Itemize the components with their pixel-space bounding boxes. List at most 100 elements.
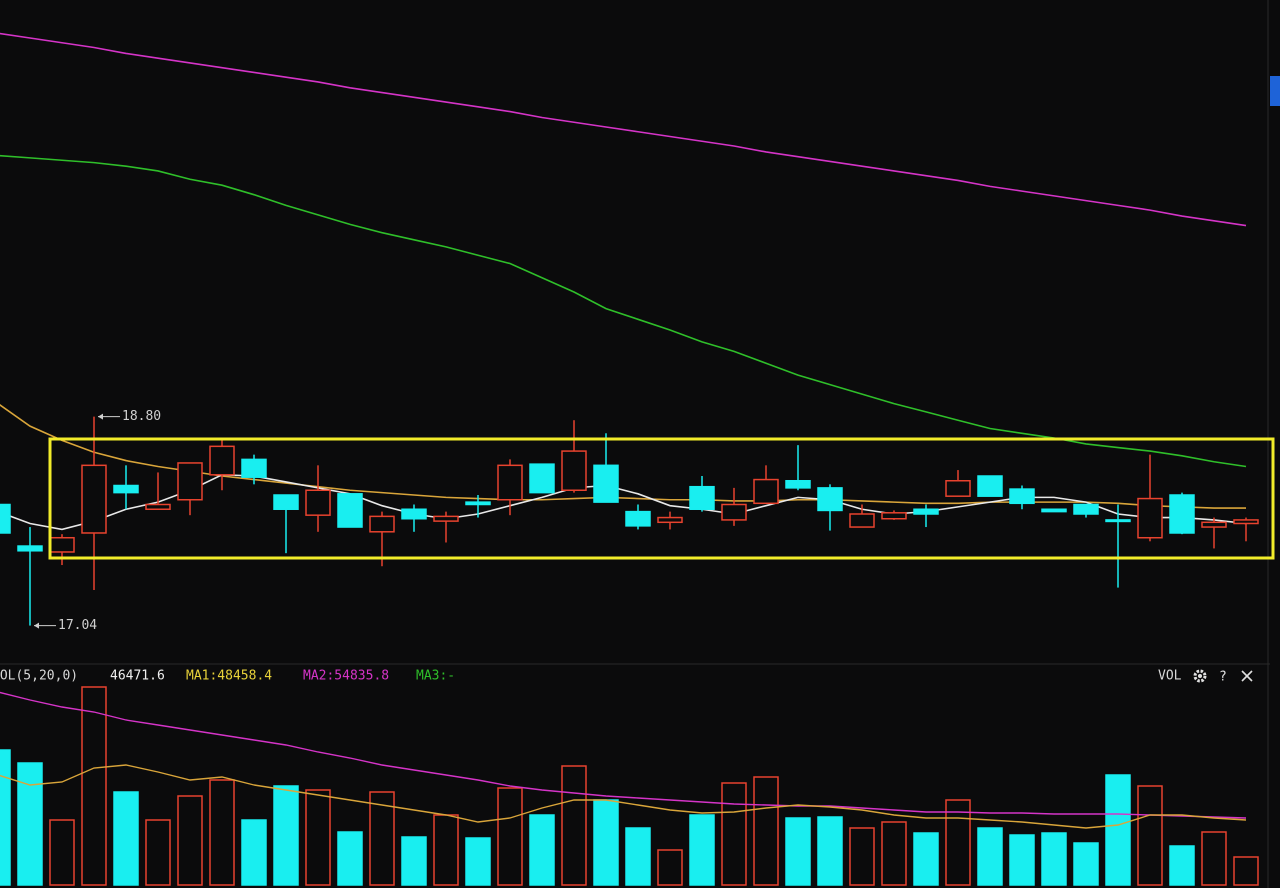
volume-bar xyxy=(369,791,395,886)
volume-bar xyxy=(753,776,779,886)
volume-bar xyxy=(657,849,683,886)
candle-body xyxy=(401,508,427,520)
volume-bar xyxy=(145,819,171,886)
candle-body xyxy=(1105,519,1131,523)
candle-body xyxy=(881,512,907,520)
candle-body xyxy=(305,489,331,516)
volume-bar xyxy=(785,817,811,886)
moving-average xyxy=(0,474,1247,531)
volume-bar xyxy=(177,795,203,886)
legend-ma2: MA2:54835.8 xyxy=(303,669,389,684)
candle-body xyxy=(209,445,235,476)
candle-body xyxy=(785,480,811,489)
candle-body xyxy=(0,503,11,534)
volume-bar xyxy=(17,762,43,886)
candle-body xyxy=(625,510,651,527)
candle-body xyxy=(561,450,587,492)
price-panel: 18.80 17.04 xyxy=(0,32,1259,633)
volume-bar xyxy=(0,749,11,886)
volume-bar xyxy=(913,832,939,886)
candle-body xyxy=(977,475,1003,497)
candle-body xyxy=(1073,503,1099,515)
candle-body xyxy=(241,458,267,478)
volume-bar xyxy=(273,785,299,886)
volume-bar xyxy=(849,827,875,886)
candle-body xyxy=(273,494,299,510)
candle-body xyxy=(1233,519,1259,525)
close-icon[interactable] xyxy=(1241,670,1253,682)
candle-body xyxy=(721,503,747,521)
candle-body xyxy=(689,485,715,510)
volume-bar xyxy=(593,799,619,886)
volume-average xyxy=(0,764,1247,829)
volume-bar xyxy=(1201,831,1227,886)
volume-bar xyxy=(241,819,267,886)
candle-body xyxy=(945,480,971,497)
candle-body xyxy=(753,478,779,505)
candle-body xyxy=(1009,488,1035,505)
volume-bar xyxy=(401,836,427,886)
volume-bar xyxy=(113,791,139,886)
toolbar-vol[interactable]: VOL xyxy=(1158,669,1182,684)
moving-average xyxy=(0,404,1246,509)
candle-body xyxy=(49,536,75,553)
settings-icon[interactable] xyxy=(1193,669,1207,683)
candle-body xyxy=(177,462,203,501)
candle-body xyxy=(1041,508,1067,513)
range-box xyxy=(48,437,1275,560)
volume-bar xyxy=(689,814,715,886)
candle-body xyxy=(817,487,843,512)
moving-average xyxy=(0,32,1247,227)
legend-ma3: MA3:- xyxy=(416,669,455,684)
candle-body xyxy=(17,545,43,552)
candle-body xyxy=(433,515,459,522)
volume-legend: VOL(5,20,0) 46471.6 MA1:48458.4 MA2:5483… xyxy=(0,669,1253,685)
annotation-arrowhead xyxy=(34,622,39,629)
volume-bar xyxy=(1233,856,1259,886)
volume-current: 46471.6 xyxy=(110,669,165,684)
volume-bar xyxy=(1009,834,1035,886)
candle-body xyxy=(657,516,683,524)
volume-bar xyxy=(497,787,523,886)
annotation-label: 18.80 xyxy=(122,409,161,424)
candle-body xyxy=(1169,494,1195,534)
help-icon[interactable]: ? xyxy=(1219,670,1227,685)
candle-body xyxy=(497,464,523,501)
volume-bar xyxy=(433,814,459,886)
annotation-arrowhead xyxy=(98,413,103,420)
volume-bar xyxy=(817,816,843,886)
moving-average xyxy=(0,154,1247,468)
volume-bar xyxy=(721,782,747,886)
volume-bar xyxy=(1137,785,1163,886)
volume-bar xyxy=(465,837,491,886)
candle-body xyxy=(337,493,363,528)
volume-bar xyxy=(561,765,587,886)
price-marker xyxy=(1270,76,1280,106)
volume-bar xyxy=(1105,774,1131,886)
volume-bar xyxy=(209,779,235,886)
volume-bar xyxy=(1041,832,1067,886)
volume-bar xyxy=(81,686,107,886)
legend-ma1: MA1:48458.4 xyxy=(186,669,272,684)
candle-body xyxy=(593,464,619,503)
candle-body xyxy=(465,501,491,506)
volume-bar xyxy=(1073,842,1099,886)
candle-body xyxy=(369,515,395,533)
annotation-label: 17.04 xyxy=(58,618,97,633)
candle-body xyxy=(113,484,139,494)
volume-average xyxy=(0,691,1247,819)
candle-body xyxy=(913,508,939,515)
volume-bar xyxy=(945,799,971,886)
volume-bar xyxy=(49,819,75,886)
candle-body xyxy=(1137,497,1163,539)
volume-title: VOL(5,20,0) xyxy=(0,669,78,684)
volume-bar xyxy=(977,827,1003,886)
candle-body xyxy=(849,513,875,528)
volume-panel xyxy=(0,686,1259,886)
volume-bar xyxy=(1169,845,1195,886)
candle-body xyxy=(81,464,107,534)
volume-bar xyxy=(881,821,907,886)
volume-bar xyxy=(529,814,555,886)
